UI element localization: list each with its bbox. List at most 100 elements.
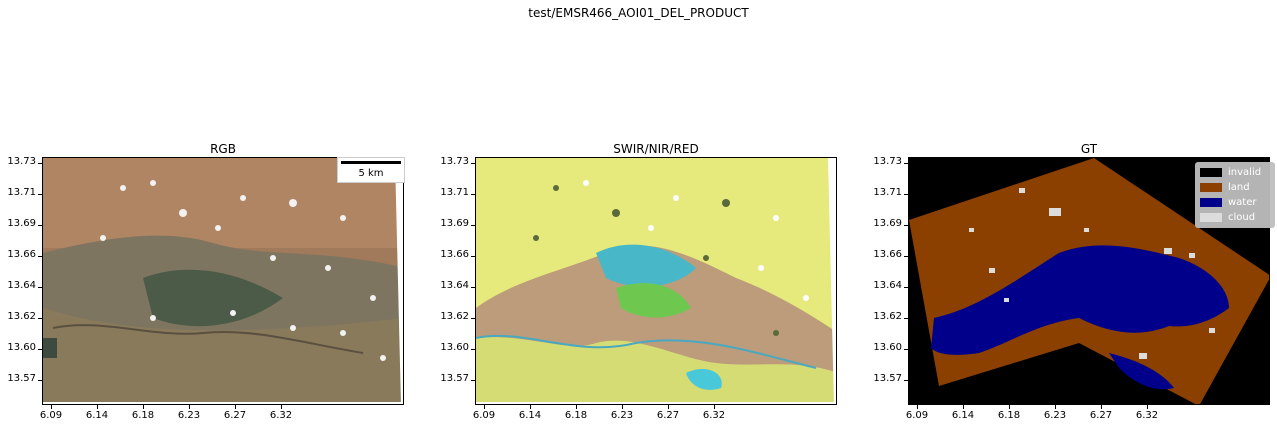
x-tick-label: 6.18 — [118, 410, 168, 421]
x-tick-mark — [51, 405, 52, 409]
scale-bar-label: 5 km — [338, 168, 404, 179]
y-tick-label: 13.64 — [435, 280, 469, 291]
y-tick-label: 13.66 — [2, 249, 36, 260]
y-tick-mark — [38, 194, 42, 195]
rgb-image — [42, 157, 404, 405]
legend-swatch-invalid — [1200, 168, 1222, 177]
x-tick-mark — [622, 405, 623, 409]
y-tick-mark — [471, 349, 475, 350]
x-tick-label: 6.23 — [164, 410, 214, 421]
x-tick-mark — [668, 405, 669, 409]
x-tick-mark — [1009, 405, 1010, 409]
x-tick-mark — [576, 405, 577, 409]
y-tick-label: 13.73 — [2, 156, 36, 167]
scale-bar-line — [341, 161, 401, 164]
x-tick-label: 6.09 — [459, 410, 509, 421]
x-tick-label: 6.14 — [938, 410, 988, 421]
y-tick-label: 13.57 — [2, 373, 36, 384]
y-tick-label: 13.73 — [435, 156, 469, 167]
y-tick-mark — [904, 287, 908, 288]
x-tick-mark — [917, 405, 918, 409]
legend-item-invalid: invalid — [1200, 165, 1270, 180]
x-tick-label: 6.23 — [1030, 410, 1080, 421]
y-tick-mark — [471, 225, 475, 226]
y-tick-mark — [38, 256, 42, 257]
x-tick-mark — [281, 405, 282, 409]
x-tick-label: 6.32 — [689, 410, 739, 421]
y-tick-label: 13.69 — [435, 218, 469, 229]
legend-label-invalid: invalid — [1228, 167, 1261, 178]
legend-item-cloud: cloud — [1200, 210, 1270, 225]
y-tick-label: 13.60 — [868, 342, 902, 353]
x-tick-mark — [963, 405, 964, 409]
panel-title-gt: GT — [908, 142, 1270, 156]
x-tick-mark — [1101, 405, 1102, 409]
x-tick-label: 6.32 — [1122, 410, 1172, 421]
y-tick-label: 13.62 — [435, 311, 469, 322]
legend-label-land: land — [1228, 182, 1250, 193]
x-tick-mark — [1147, 405, 1148, 409]
y-tick-label: 13.69 — [868, 218, 902, 229]
y-tick-mark — [38, 318, 42, 319]
x-tick-mark — [235, 405, 236, 409]
y-tick-mark — [904, 318, 908, 319]
y-tick-label: 13.64 — [2, 280, 36, 291]
y-tick-label: 13.71 — [868, 187, 902, 198]
y-tick-label: 13.57 — [435, 373, 469, 384]
legend: invalid land water cloud — [1195, 162, 1275, 228]
y-tick-mark — [471, 380, 475, 381]
x-tick-label: 6.18 — [984, 410, 1034, 421]
y-tick-mark — [904, 256, 908, 257]
legend-swatch-cloud — [1200, 213, 1222, 222]
y-tick-mark — [471, 194, 475, 195]
y-tick-label: 13.60 — [435, 342, 469, 353]
x-tick-label: 6.09 — [892, 410, 942, 421]
y-tick-mark — [904, 225, 908, 226]
x-tick-label: 6.32 — [256, 410, 306, 421]
y-tick-label: 13.71 — [435, 187, 469, 198]
y-tick-label: 13.62 — [868, 311, 902, 322]
y-tick-mark — [904, 194, 908, 195]
x-tick-mark — [714, 405, 715, 409]
scale-bar: 5 km — [337, 157, 405, 183]
figure-title: test/EMSR466_AOI01_DEL_PRODUCT — [0, 6, 1277, 20]
legend-item-water: water — [1200, 195, 1270, 210]
y-tick-mark — [471, 256, 475, 257]
y-tick-mark — [471, 287, 475, 288]
x-tick-mark — [97, 405, 98, 409]
x-tick-label: 6.18 — [551, 410, 601, 421]
y-tick-label: 13.73 — [868, 156, 902, 167]
x-tick-label: 6.27 — [1076, 410, 1126, 421]
x-tick-label: 6.09 — [26, 410, 76, 421]
y-tick-label: 13.64 — [868, 280, 902, 291]
legend-swatch-land — [1200, 183, 1222, 192]
legend-swatch-water — [1200, 198, 1222, 207]
x-tick-label: 6.27 — [643, 410, 693, 421]
x-tick-mark — [189, 405, 190, 409]
x-tick-mark — [143, 405, 144, 409]
x-tick-label: 6.27 — [210, 410, 260, 421]
y-tick-label: 13.71 — [2, 187, 36, 198]
y-tick-mark — [904, 163, 908, 164]
y-tick-mark — [38, 225, 42, 226]
y-tick-label: 13.62 — [2, 311, 36, 322]
panel-title-swir: SWIR/NIR/RED — [475, 142, 837, 156]
y-tick-label: 13.66 — [435, 249, 469, 260]
y-tick-mark — [38, 380, 42, 381]
panel-title-rgb: RGB — [42, 142, 404, 156]
x-tick-label: 6.14 — [505, 410, 555, 421]
y-tick-label: 13.66 — [868, 249, 902, 260]
y-tick-mark — [38, 163, 42, 164]
x-tick-mark — [484, 405, 485, 409]
legend-label-cloud: cloud — [1228, 212, 1255, 223]
y-tick-mark — [904, 349, 908, 350]
y-tick-mark — [38, 287, 42, 288]
y-tick-mark — [471, 318, 475, 319]
y-tick-label: 13.69 — [2, 218, 36, 229]
y-tick-label: 13.57 — [868, 373, 902, 384]
x-tick-label: 6.23 — [597, 410, 647, 421]
y-tick-mark — [904, 380, 908, 381]
y-tick-mark — [38, 349, 42, 350]
swir-image — [475, 157, 837, 405]
legend-item-land: land — [1200, 180, 1270, 195]
